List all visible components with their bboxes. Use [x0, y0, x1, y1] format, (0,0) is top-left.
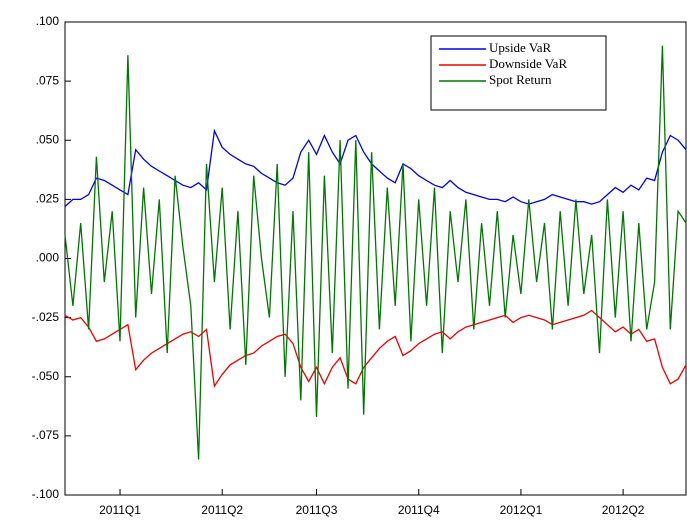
- y-tick-label: .025: [36, 192, 60, 206]
- y-tick-label: -.100: [32, 487, 60, 501]
- series-line: [65, 131, 686, 207]
- series-line: [65, 311, 686, 387]
- x-tick-label: 2011Q4: [398, 503, 440, 517]
- x-tick-label: 2011Q1: [99, 503, 141, 517]
- y-tick-label: -.075: [32, 428, 60, 442]
- y-tick-label: .075: [36, 73, 60, 87]
- legend-label: Upside VaR: [489, 40, 552, 55]
- legend-label: Spot Return: [489, 72, 552, 87]
- y-tick-label: .050: [36, 132, 60, 146]
- y-tick-label: .000: [36, 251, 60, 265]
- legend-label: Downside VaR: [489, 56, 567, 71]
- chart: -.100 -.075 -.050 -.025 .000 .025 .050 .075 .100…: [0, 0, 687, 525]
- y-tick-label: -.025: [32, 310, 60, 324]
- x-tick-label: 2011Q2: [201, 503, 243, 517]
- x-tick-label: 2012Q2: [602, 503, 645, 517]
- y-tick-label: -.050: [32, 369, 60, 383]
- x-tick-label: 2012Q1: [500, 503, 543, 517]
- x-tick-label: 2011Q3: [296, 503, 338, 517]
- y-tick-label: .100: [36, 14, 60, 28]
